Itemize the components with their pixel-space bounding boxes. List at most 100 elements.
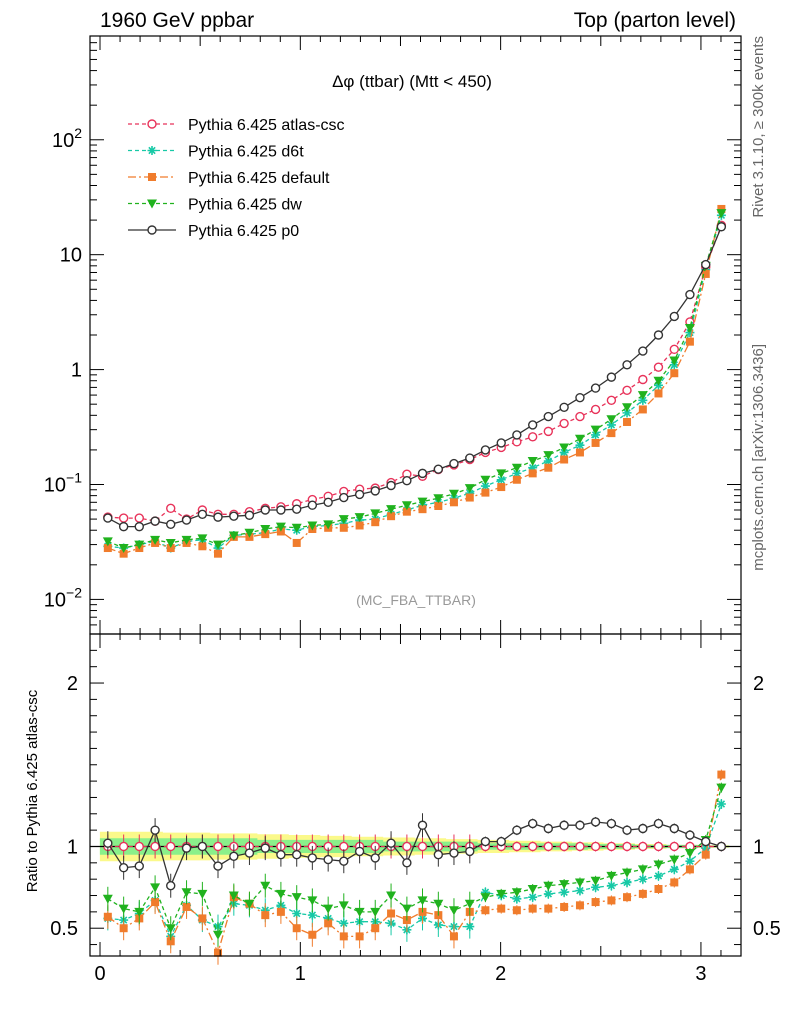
data-point [260,524,271,534]
ratio-point [543,881,554,891]
ratio-point [260,843,270,853]
ratio-point [496,836,506,847]
data-point [244,510,255,520]
ratio-point [606,871,617,881]
data-point [402,475,412,486]
ratio-point [528,904,537,913]
data-point [229,511,239,521]
ratio-point [701,836,711,847]
data-point [638,374,648,385]
series-main-0 [103,220,727,526]
ratio-point [307,853,318,863]
ratio-point [339,856,349,866]
data-point [134,540,145,550]
ratio-point [324,919,333,928]
ratio-y-tick-label-right: 0.5 [753,918,781,940]
data-point [527,457,538,467]
chart-title: Δφ (ttbar) (Mtt < 450) [332,72,492,91]
data-point [543,426,554,437]
data-point [275,522,286,532]
ratio-point [292,849,302,860]
ratio-point [102,894,113,904]
data-point [166,503,176,514]
ratio-point [339,932,348,941]
ratio-point [433,899,444,909]
data-point [544,463,553,472]
ratio-y-tick-label: 0.5 [50,918,78,940]
ratio-point [134,907,145,917]
data-point [448,489,459,499]
ratio-point [118,841,129,852]
ratio-point [480,836,491,847]
rivet-label: Rivet 3.1.10, ≥ 300k events [750,36,767,218]
x-tick-label: 1 [295,963,306,985]
legend-label: Pythia 6.425 d6t [188,144,304,161]
ratio-point [653,871,663,881]
ratio-point [291,893,302,903]
data-point [574,434,585,444]
ratio-point [166,937,175,946]
data-point [118,521,129,532]
ratio-point [527,884,538,894]
ratio-point [417,896,428,906]
legend-entry: Pythia 6.425 default [128,170,330,187]
data-point [717,204,726,213]
ratio-y-tick-label-right: 2 [753,673,764,695]
ratio-point [575,901,584,910]
ratio-point [622,868,633,878]
mcplots-label: mcplots.cern.ch [arXiv:1306.3436] [750,344,767,571]
ratio-point [716,783,727,793]
legend-marker [148,173,156,181]
data-point [198,542,207,551]
data-point [292,538,301,547]
ratio-point [275,889,286,899]
ratio-point [465,922,475,932]
data-point [339,523,348,532]
ratio-point [150,841,160,852]
ratio-point [669,841,679,852]
data-point [276,505,286,515]
data-point [685,337,694,346]
ratio-point [559,887,569,897]
data-point [685,289,695,300]
ratio-point [244,899,255,909]
ratio-point [417,820,428,830]
ratio-point [685,865,694,874]
data-point [386,480,396,491]
watermark: (MC_FBA_TTBAR) [356,592,476,608]
data-point [622,408,632,418]
data-point [654,389,663,398]
data-point [653,330,664,340]
ratio-point [512,841,522,852]
series-line [107,226,723,528]
data-point [465,453,475,463]
ratio-point [701,843,711,853]
main-panel-series [102,204,727,558]
data-point [716,209,727,219]
data-point [464,484,475,494]
ratio-point [276,907,285,916]
ratio-point [354,846,365,857]
data-point [449,458,459,469]
ratio-point [119,924,128,933]
ratio-point [512,906,521,915]
data-point [512,475,521,484]
data-point [559,443,570,453]
data-point [449,498,458,507]
legend-marker [147,199,157,209]
data-point [370,486,380,496]
header-left: 1960 GeV ppbar [100,9,254,32]
ratio-line [107,821,722,888]
ratio-point [591,882,601,892]
data-point [527,432,538,442]
series-ratio-3 [102,782,727,947]
data-point [307,500,318,510]
ratio-point [543,823,554,834]
data-point [575,440,585,450]
data-point [371,518,380,527]
ratio-point [512,894,522,904]
data-point [670,369,679,378]
ratio-point [229,851,239,861]
ratio-line [107,774,723,955]
legend-marker [147,119,157,129]
